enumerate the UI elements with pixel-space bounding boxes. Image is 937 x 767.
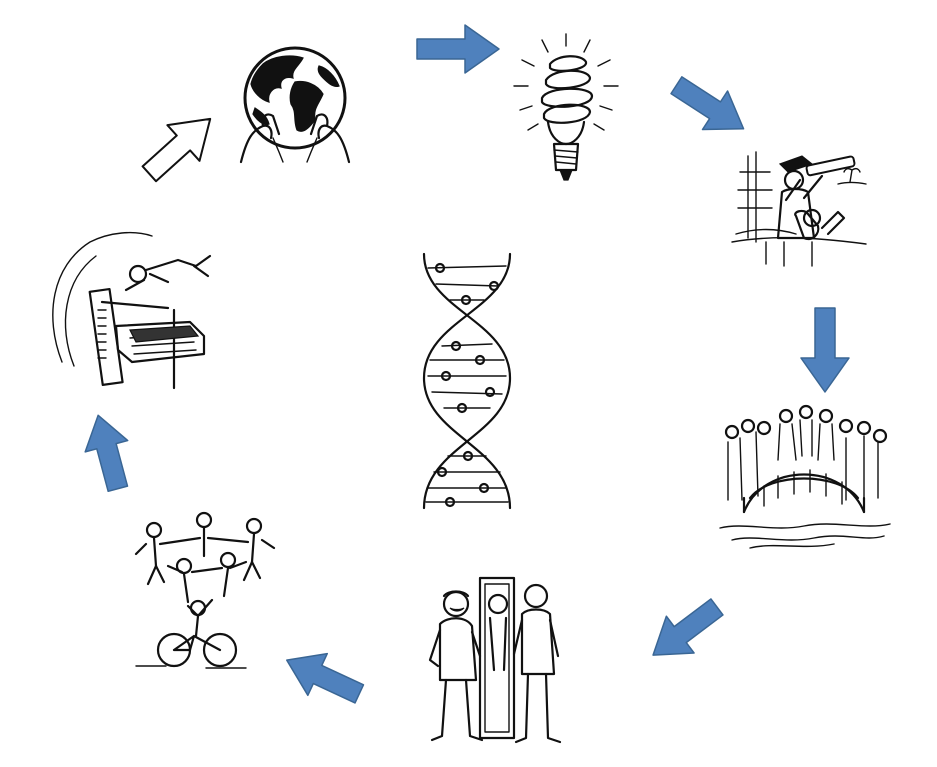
arrow-bridge-to-mirror	[652, 598, 724, 656]
people-on-bridge-icon	[719, 404, 891, 549]
men-with-mirror-icon	[428, 576, 562, 744]
lightbulb-icon	[513, 33, 619, 181]
arrow-globe-to-idea	[416, 24, 500, 74]
arrow-mirror-to-team	[285, 652, 365, 704]
arrow-team-to-highjump	[84, 414, 129, 492]
high-jumper-over-bar-icon	[52, 231, 212, 390]
explorer-with-telescope-icon	[731, 151, 867, 267]
globe-in-hands-icon	[239, 46, 351, 164]
dna-helix-of-people-icon	[422, 252, 512, 510]
arrow-explorer-to-bridge	[800, 307, 850, 393]
arrow-highjump-to-globe	[141, 117, 212, 183]
arrow-idea-to-explorer	[670, 76, 745, 131]
human-pyramid-on-bicycle-icon	[134, 511, 276, 669]
